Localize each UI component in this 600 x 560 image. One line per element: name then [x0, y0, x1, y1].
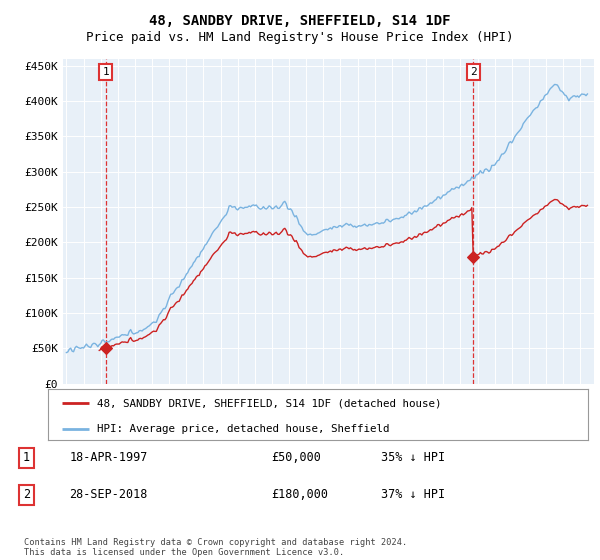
Text: 37% ↓ HPI: 37% ↓ HPI	[380, 488, 445, 501]
Text: 18-APR-1997: 18-APR-1997	[70, 451, 148, 464]
Text: £50,000: £50,000	[271, 451, 321, 464]
Text: 48, SANDBY DRIVE, SHEFFIELD, S14 1DF (detached house): 48, SANDBY DRIVE, SHEFFIELD, S14 1DF (de…	[97, 398, 441, 408]
Point	[101, 344, 110, 353]
Text: 48, SANDBY DRIVE, SHEFFIELD, S14 1DF: 48, SANDBY DRIVE, SHEFFIELD, S14 1DF	[149, 14, 451, 28]
Text: £180,000: £180,000	[271, 488, 328, 501]
Text: 28-SEP-2018: 28-SEP-2018	[70, 488, 148, 501]
Text: HPI: Average price, detached house, Sheffield: HPI: Average price, detached house, Shef…	[97, 423, 389, 433]
Text: 2: 2	[470, 67, 476, 77]
Text: 35% ↓ HPI: 35% ↓ HPI	[380, 451, 445, 464]
Text: 1: 1	[103, 67, 109, 77]
Text: Price paid vs. HM Land Registry's House Price Index (HPI): Price paid vs. HM Land Registry's House …	[86, 31, 514, 44]
Point	[469, 252, 478, 261]
Text: 1: 1	[23, 451, 30, 464]
Text: Contains HM Land Registry data © Crown copyright and database right 2024.
This d: Contains HM Land Registry data © Crown c…	[24, 538, 407, 557]
Text: 2: 2	[23, 488, 30, 501]
